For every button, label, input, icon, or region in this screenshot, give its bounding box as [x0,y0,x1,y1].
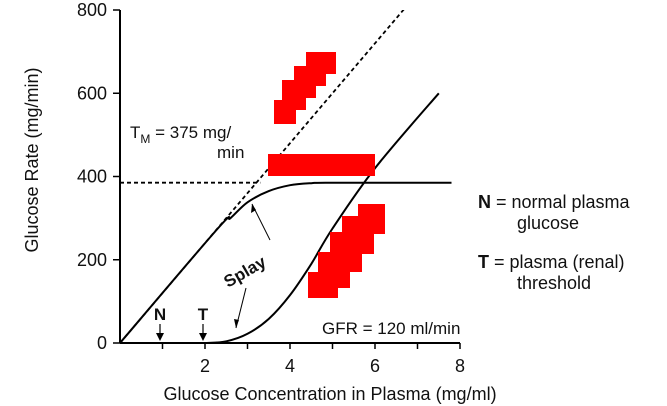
gfr-label: GFR = 120 ml/min [322,319,460,338]
y-tick-label: 200 [77,250,107,270]
legend-entry-n: N = normal plasma [478,192,631,212]
t-marker-label: T [198,305,209,324]
y-tick-label: 400 [77,167,107,187]
y-tick-label: 600 [77,83,107,103]
reabsorption-curve [119,181,452,344]
y-axis-title: Glucose Rate (mg/min) [22,67,42,252]
tm-label-value: = 375 mg/ [150,123,231,142]
excretion-curve [204,92,440,344]
splay-arrow-upper-head [251,204,256,213]
n-marker-arrow-head [156,333,164,341]
legend: N = normal plasma glucose T = plasma (re… [478,192,631,293]
legend-text-n-line2: glucose [517,213,579,233]
legend-key-n: N [478,192,491,212]
tm-label: TM = 375 mg/ [130,123,231,146]
tm-label-t: T [130,123,140,142]
x-tick-label: 6 [370,356,380,376]
x-tick-label: 2 [200,356,210,376]
tm-label-subscript: M [140,132,150,146]
x-axis-title: Glucose Concentration in Plasma (mg/ml) [163,384,496,404]
highlight-mark-plateau [268,154,375,176]
splay-label: Splay [221,252,270,291]
x-ticks: 2 4 6 8 [161,343,465,376]
splay-arrow-lower-head [234,319,239,328]
y-tick-label: 0 [97,333,107,353]
legend-key-t: T [478,252,489,272]
n-marker-label: N [154,305,166,324]
legend-text-n-line1: = normal plasma [491,192,631,212]
legend-text-t-line1: = plasma (renal) [489,252,625,272]
tm-label-line2: min [217,143,244,162]
legend-text-t-line2: threshold [517,273,591,293]
highlighter-marks [268,52,385,298]
legend-entry-t: T = plasma (renal) [478,252,625,272]
y-ticks: 0 200 400 600 800 [77,0,120,353]
x-tick-label: 4 [285,356,295,376]
y-tick-label: 800 [77,0,107,20]
highlight-mark-top [274,52,336,124]
t-marker-arrow-head [199,333,207,341]
x-tick-label: 8 [455,356,465,376]
highlight-mark-bottom [308,204,385,298]
